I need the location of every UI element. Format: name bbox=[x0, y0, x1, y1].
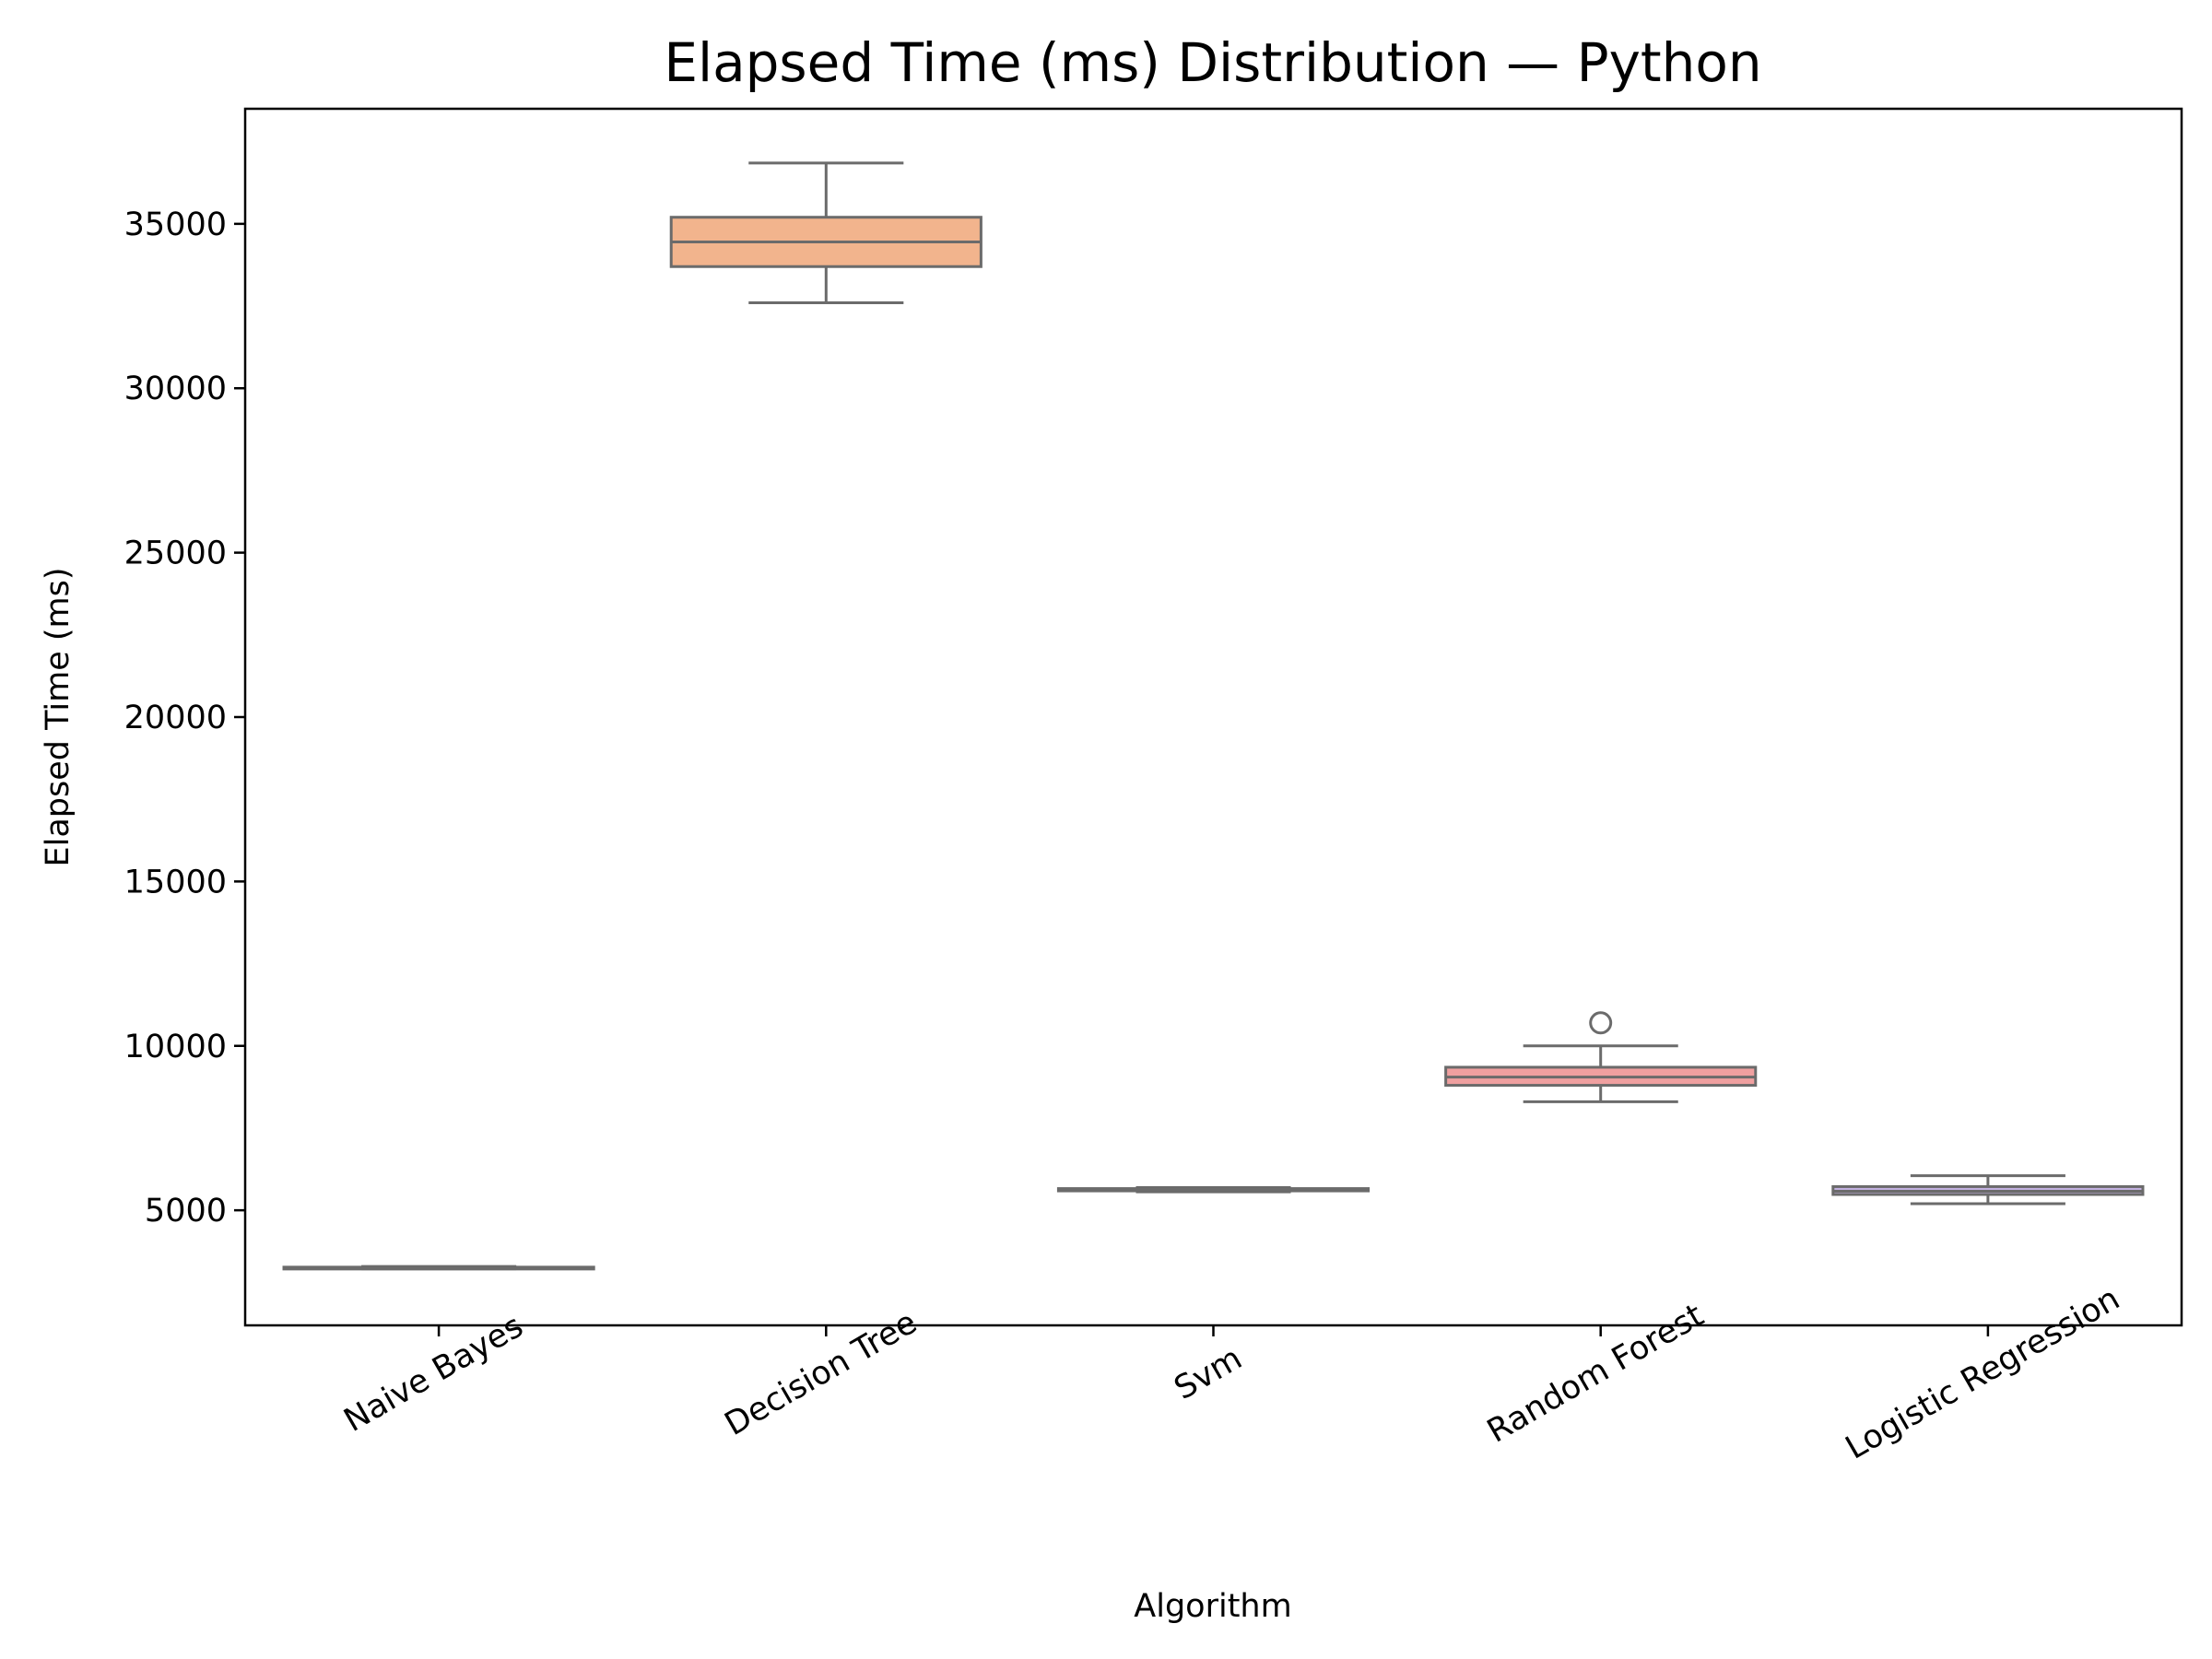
y-tick-label: 15000 bbox=[124, 864, 227, 900]
box-naive-bayes bbox=[282, 1265, 595, 1271]
plot-frame bbox=[243, 107, 2183, 1327]
x-tick-label: Naive Bayes bbox=[338, 1308, 530, 1440]
y-tick-label: 35000 bbox=[124, 206, 227, 243]
y-tick-label: 5000 bbox=[145, 1193, 227, 1230]
y-axis-label: Elapsed Time (ms) bbox=[40, 567, 76, 866]
x-tick-label: Svm bbox=[1169, 1340, 1249, 1407]
x-tick-label: Logistic Regression bbox=[1840, 1280, 2126, 1467]
plot-area bbox=[282, 161, 2145, 1271]
box-decision-tree bbox=[669, 161, 982, 304]
x-axis: Naive Bayes Decision Tree Svm Random Forest… bbox=[338, 1280, 2126, 1467]
x-axis-label: Algorithm bbox=[1134, 1588, 1291, 1625]
outlier-point bbox=[1589, 1011, 1613, 1035]
box-random-forest bbox=[1444, 1011, 1758, 1103]
box-logistic-regression bbox=[1831, 1174, 2145, 1206]
y-tick-label: 25000 bbox=[124, 535, 227, 572]
y-tick-label: 30000 bbox=[124, 371, 227, 407]
box-svm bbox=[1056, 1186, 1371, 1194]
x-tick-label: Random Forest bbox=[1481, 1297, 1710, 1450]
y-tick-label: 10000 bbox=[124, 1029, 227, 1065]
y-axis: 5000 10000 15000 20000 25000 30000 35000 bbox=[124, 206, 245, 1230]
y-tick-label: 20000 bbox=[124, 700, 227, 736]
chart-title: Elapsed Time (ms) Distribution — Python bbox=[664, 31, 1761, 94]
